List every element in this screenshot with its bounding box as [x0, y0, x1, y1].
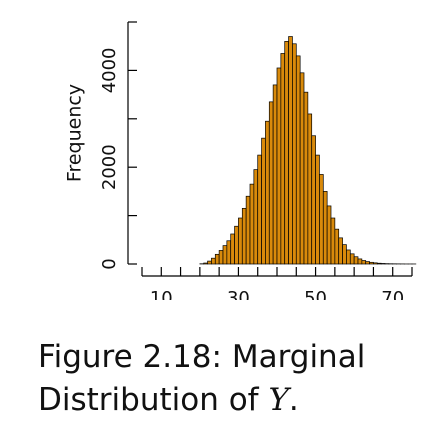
histogram-bar	[361, 260, 367, 265]
histogram-bar	[222, 245, 228, 265]
histogram-bar	[315, 154, 320, 265]
histogram-bar	[299, 72, 305, 265]
histogram-bar	[334, 228, 340, 265]
histogram-bar	[295, 55, 301, 265]
histogram-bar	[322, 191, 328, 265]
histogram-bar	[241, 207, 247, 265]
x-tick-label: 10	[150, 288, 173, 300]
histogram-bar	[288, 36, 293, 265]
x-tick-label: 50	[304, 288, 327, 300]
y-tick-label: 0	[99, 258, 120, 269]
histogram-bar	[214, 253, 220, 265]
caption-suffix: .	[288, 382, 299, 418]
histogram-bar	[365, 261, 370, 265]
histogram-bar	[249, 183, 255, 265]
histogram-bar	[211, 257, 216, 265]
y-axis-ticks: 0 2000 4000	[99, 21, 137, 270]
histogram-bar	[303, 91, 309, 265]
histogram-bar	[369, 261, 374, 265]
histogram-bar	[226, 240, 232, 265]
histogram-bar	[311, 135, 316, 265]
histogram-bar	[203, 262, 208, 265]
x-tick-label: 70	[381, 288, 404, 300]
y-tick-label: 2000	[99, 144, 120, 190]
histogram-bar	[326, 205, 332, 265]
histogram-bar	[230, 233, 235, 265]
histogram-chart: 10 30 50 70 0 2000 4000 Frequency	[64, 21, 417, 300]
histogram-bar	[342, 244, 347, 265]
histogram-bar	[319, 174, 324, 265]
x-tick-label: 30	[227, 288, 250, 300]
histogram-bar	[265, 120, 270, 265]
histogram-bar	[349, 253, 355, 265]
histogram-bars	[199, 36, 417, 265]
histogram-bar	[253, 169, 259, 265]
histogram-bar	[276, 67, 282, 265]
histogram-bar	[376, 262, 382, 265]
histogram-bar	[245, 195, 251, 265]
histogram-bar	[338, 237, 343, 265]
histogram-bar	[234, 225, 239, 265]
histogram-bar	[261, 137, 266, 265]
histogram-bar	[330, 217, 336, 265]
y-axis-title: Frequency	[64, 84, 86, 182]
histogram-bar	[207, 260, 212, 265]
histogram-bar	[257, 154, 262, 265]
histogram-bar	[380, 263, 386, 265]
histogram-bar	[353, 256, 359, 265]
caption-variable: Y	[268, 382, 289, 418]
histogram-bar	[292, 43, 297, 265]
histogram-bar	[346, 249, 351, 265]
x-axis-ticks: 10 30 50 70	[141, 267, 413, 300]
histogram-bar	[218, 250, 224, 265]
histogram-bar	[307, 113, 313, 265]
histogram-bar	[280, 53, 286, 265]
figure-caption: Figure 2.18: Marginal Distribution of Y.	[38, 336, 438, 422]
histogram-bar	[357, 258, 363, 265]
y-tick-label: 4000	[99, 47, 120, 93]
caption-text: Figure 2.18: Marginal Distribution of	[38, 339, 366, 418]
histogram-bar	[373, 262, 378, 265]
histogram-bar	[268, 101, 274, 265]
histogram-bar	[238, 217, 243, 265]
histogram-bar	[272, 84, 278, 265]
histogram-bar	[284, 41, 289, 265]
